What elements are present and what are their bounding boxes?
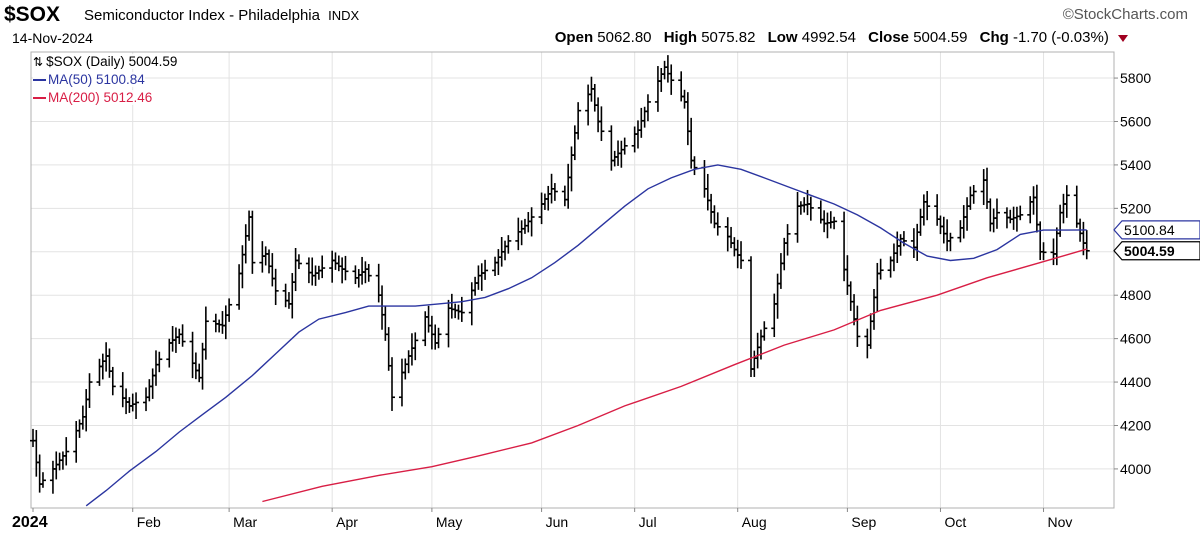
x-tick-label: Sep: [851, 514, 876, 530]
chart-date: 14-Nov-2024: [12, 30, 93, 46]
close-value-tag-box: [1113, 241, 1200, 261]
x-tick-label: Jul: [639, 514, 657, 530]
y-tick-label: 4400: [1120, 374, 1151, 390]
grid: [31, 52, 1114, 508]
plot-frame: [30, 51, 1115, 509]
legend-ma200-text: MA(200) 5012.46: [48, 90, 153, 105]
x-tick-label: Nov: [1048, 514, 1073, 530]
x-tick-label: Apr: [336, 514, 358, 530]
ma200-swatch: [33, 97, 46, 100]
ohlc-summary: Open 5062.80 High 5075.82 Low 4992.54 Cl…: [547, 29, 1128, 46]
x-tick-label: May: [436, 514, 462, 530]
down-arrow-icon: [1118, 34, 1128, 42]
y-tick-label: 5400: [1120, 157, 1151, 173]
high-label: High: [663, 29, 698, 46]
x-tick-label: Oct: [944, 514, 966, 530]
close-value-tag-text: 5004.59: [1124, 243, 1175, 259]
open-label: Open: [554, 29, 594, 46]
ma200-line: [262, 248, 1087, 503]
watermark: ©StockCharts.com: [1063, 6, 1188, 23]
low-label: Low: [767, 29, 798, 46]
legend-price-text: $SOX (Daily) 5004.59: [46, 54, 178, 69]
close-label: Close: [868, 29, 910, 46]
close-value: 5004.59: [913, 29, 968, 46]
price-tags: 5100.84 5004.59: [1113, 220, 1200, 261]
symbol: $SOX: [4, 3, 61, 26]
x-tick-label: 2024: [12, 514, 48, 531]
watermark-text: StockCharts.com: [1073, 6, 1188, 23]
copyright-icon: ©: [1062, 6, 1074, 23]
y-tick-label: 4000: [1120, 461, 1151, 477]
chg-value: -1.70 (-0.03%): [1012, 29, 1109, 46]
security-title: Semiconductor Index - Philadelphia: [84, 7, 320, 24]
ma50-value-tag: 5100.84: [1113, 220, 1200, 240]
ohlc-bar-icon: ⇅: [33, 55, 44, 69]
y-axis: 4000420044004600480050005200540056005800: [1114, 70, 1151, 477]
y-tick-label: 5200: [1120, 200, 1151, 216]
ma50-swatch: [33, 79, 46, 82]
x-axis: 2024 Feb Mar Apr May Jun Jul Aug Sep Oct Nov: [12, 508, 1072, 531]
x-tick-label: Aug: [742, 514, 767, 530]
x-tick-label: Feb: [137, 514, 161, 530]
ma50-value-tag-text: 5100.84: [1124, 222, 1175, 238]
legend-price: ⇅ $SOX (Daily) 5004.59: [33, 54, 178, 69]
low-value: 4992.54: [801, 29, 856, 46]
y-tick-label: 5800: [1120, 70, 1151, 86]
y-tick-label: 5600: [1120, 113, 1151, 129]
y-tick-label: 4200: [1120, 417, 1151, 433]
exchange: INDX: [328, 8, 360, 23]
close-value-tag: 5004.59: [1113, 241, 1200, 261]
high-value: 5075.82: [701, 29, 756, 46]
x-tick-label: Jun: [546, 514, 569, 530]
ma50-value-tag-box: [1113, 220, 1200, 240]
x-tick-label: Mar: [233, 514, 257, 530]
chg-label: Chg: [979, 29, 1009, 46]
ma50-line: [85, 164, 1087, 507]
security-name: Semiconductor Index - Philadelphia INDX: [84, 7, 359, 24]
legend-ma50-text: MA(50) 5100.84: [48, 72, 145, 87]
price-bars: [30, 55, 1090, 494]
y-tick-label: 4600: [1120, 331, 1151, 347]
legend-ma50: MA(50) 5100.84: [33, 72, 145, 87]
y-tick-label: 4800: [1120, 287, 1151, 303]
legend-ma200: MA(200) 5012.46: [33, 90, 153, 105]
open-value: 5062.80: [597, 29, 652, 46]
